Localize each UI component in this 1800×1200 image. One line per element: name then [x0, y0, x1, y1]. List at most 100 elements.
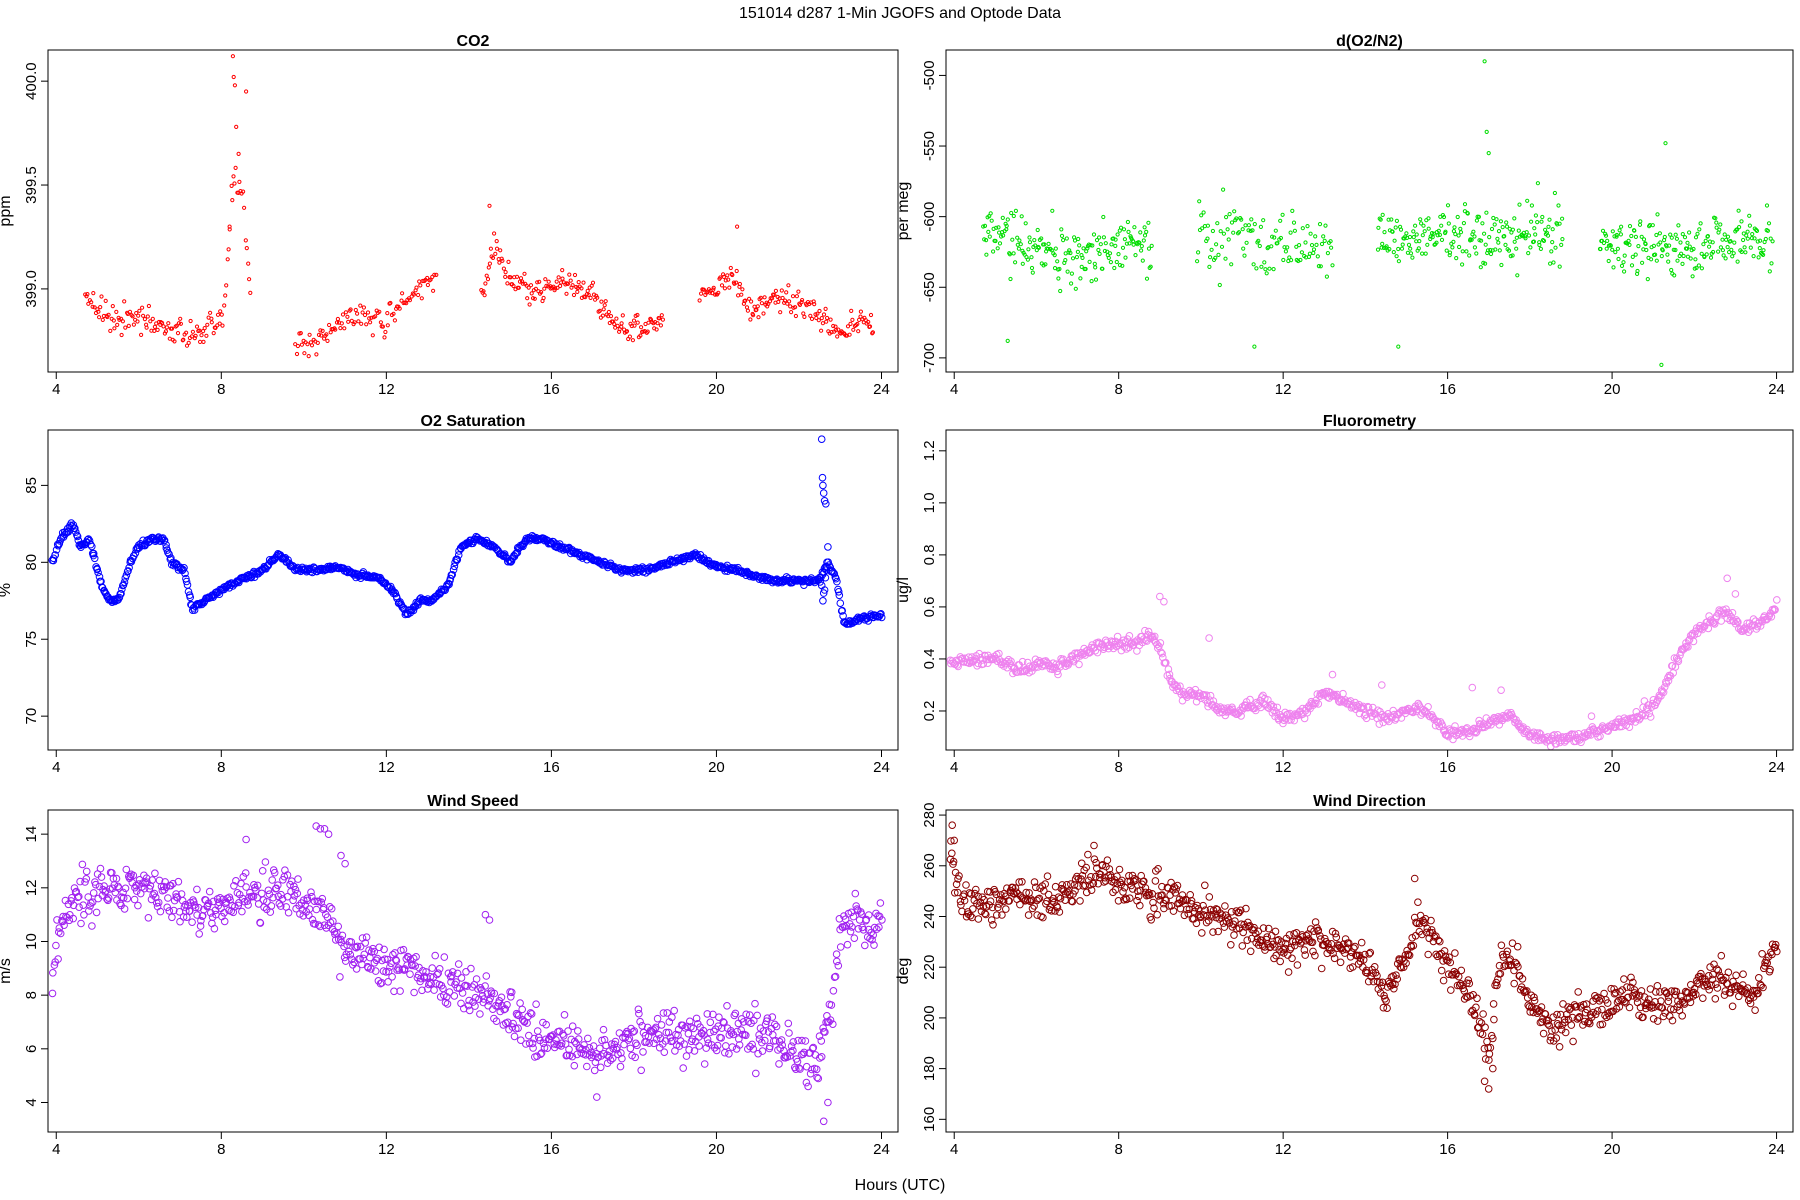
data-point [735, 1041, 744, 1049]
data-point [1106, 255, 1111, 260]
data-point [692, 1014, 701, 1023]
data-point [347, 938, 356, 946]
data-point [1201, 881, 1209, 890]
data-point [80, 911, 88, 919]
data-point [1398, 227, 1404, 232]
data-point [1714, 966, 1723, 975]
data-point [1027, 235, 1032, 240]
data-point [125, 311, 130, 316]
data-point [72, 528, 80, 536]
data-point [1469, 237, 1474, 242]
data-point [1513, 942, 1522, 951]
data-point [1029, 255, 1034, 260]
data-point [787, 299, 792, 304]
data-point [1216, 909, 1225, 918]
data-point [1626, 238, 1631, 243]
data-point [947, 837, 955, 845]
data-point [745, 308, 751, 313]
data-point [487, 203, 492, 208]
data-point [851, 889, 860, 898]
data-point [425, 282, 430, 288]
data-point [1486, 1043, 1495, 1052]
data-point [1128, 885, 1137, 893]
data-point [1164, 665, 1173, 674]
data-point [1201, 906, 1210, 915]
data-point [293, 889, 302, 898]
data-point [1023, 658, 1032, 667]
data-point [1533, 213, 1539, 218]
data-point [1133, 896, 1141, 905]
data-point [1107, 251, 1113, 256]
data-point [1005, 897, 1014, 905]
data-point [400, 291, 405, 296]
data-point [1557, 221, 1562, 226]
data-point [801, 311, 806, 316]
x-tick-label: 24 [1768, 759, 1785, 776]
data-point [205, 322, 210, 327]
data-point [465, 1006, 474, 1015]
data-point [1224, 704, 1232, 712]
data-point [1053, 903, 1062, 912]
data-point [951, 889, 959, 897]
data-point [1425, 242, 1430, 247]
data-point [396, 987, 404, 995]
data-point [1637, 987, 1646, 995]
data-point [1472, 245, 1478, 250]
data-point [1205, 223, 1211, 228]
y-axis-label: % [0, 583, 14, 597]
data-point [711, 285, 716, 290]
data-point [208, 310, 213, 315]
data-point [1641, 237, 1647, 242]
data-point [1508, 939, 1517, 948]
data-point [471, 1002, 479, 1010]
data-point [150, 889, 159, 898]
data-point [722, 286, 728, 291]
data-point [356, 942, 365, 951]
data-point [1424, 703, 1432, 711]
data-point [1278, 218, 1283, 223]
data-point [1736, 208, 1741, 213]
data-point [1009, 210, 1014, 216]
data-point [370, 333, 375, 338]
data-point [817, 435, 826, 444]
data-point [1120, 883, 1129, 892]
data-point [858, 314, 863, 319]
data-point [1489, 226, 1495, 232]
data-point [230, 882, 238, 890]
data-point [1240, 227, 1245, 232]
data-point [1305, 224, 1310, 229]
data-point [441, 586, 450, 594]
data-point [334, 320, 340, 325]
data-point [202, 326, 207, 331]
data-point [103, 298, 108, 303]
data-point [728, 265, 733, 271]
data-point [1319, 241, 1325, 247]
data-point [836, 599, 845, 608]
data-point [1254, 701, 1263, 710]
data-point [89, 549, 98, 558]
data-point [1230, 931, 1238, 939]
data-point [289, 896, 297, 905]
data-point [527, 1010, 536, 1018]
data-point [823, 1012, 831, 1020]
data-point [1645, 995, 1653, 1004]
data-point [238, 907, 246, 916]
data-point [1742, 245, 1747, 250]
data-point [986, 888, 994, 896]
data-point [1367, 972, 1375, 981]
data-point [1744, 628, 1753, 637]
data-point [1474, 218, 1480, 223]
data-point [69, 901, 78, 910]
data-point [1281, 257, 1286, 263]
data-point [1659, 688, 1668, 697]
data-point [1316, 264, 1322, 269]
data-point [380, 324, 385, 329]
data-point [734, 268, 739, 274]
data-point [1619, 224, 1624, 229]
data-point [122, 299, 127, 304]
data-point [219, 312, 224, 317]
data-point [1497, 248, 1502, 253]
data-point [1013, 260, 1018, 265]
